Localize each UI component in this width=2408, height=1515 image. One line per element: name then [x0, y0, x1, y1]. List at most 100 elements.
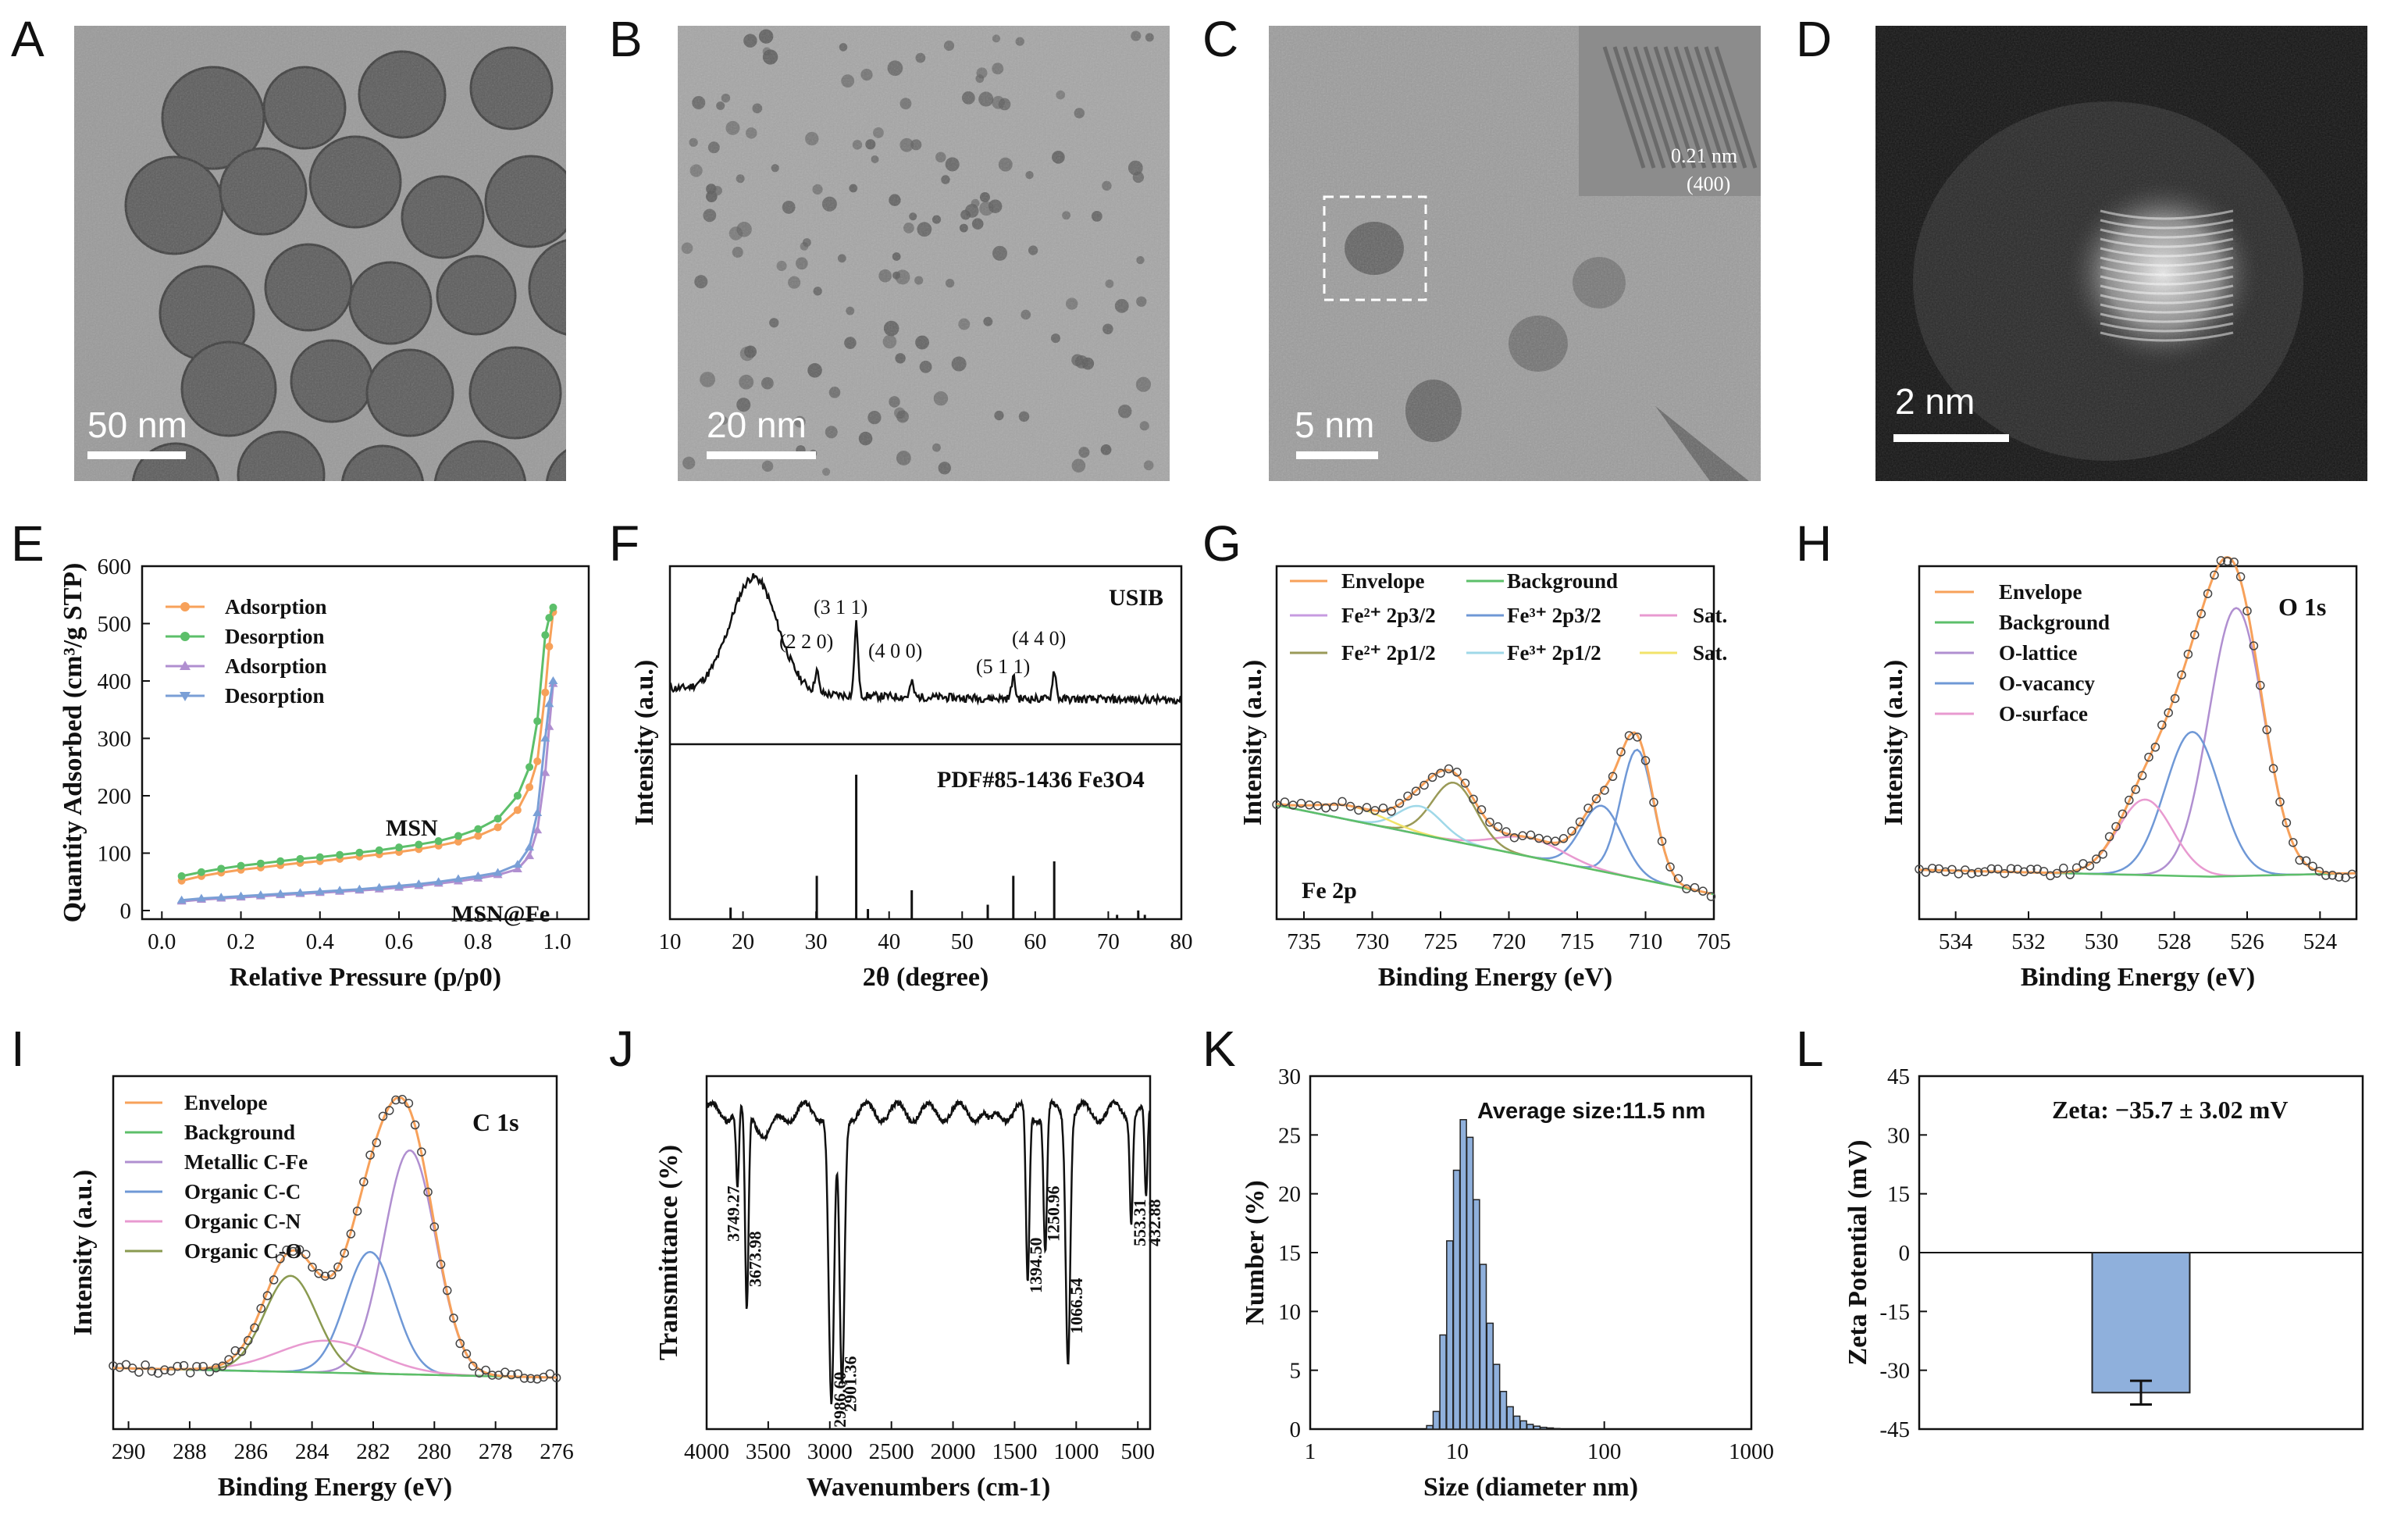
histogram-bar [1479, 1264, 1487, 1430]
data-point-e [414, 879, 424, 888]
series-line-e-0 [181, 611, 554, 882]
raw-point-g [1296, 798, 1306, 808]
data-point-e [512, 864, 522, 873]
x-tick-label-k: 1 [1305, 1439, 1316, 1464]
y-tick-label-k: 15 [1278, 1241, 1301, 1266]
y-tick-label-k: 30 [1278, 1064, 1301, 1089]
raw-point-i [211, 1363, 221, 1373]
data-point-e [541, 631, 550, 640]
legend-g-6: Fe³⁺ 2p1/2 [1507, 641, 1601, 665]
raw-point-g [1378, 803, 1388, 813]
y-tick-label-l: 0 [1899, 1241, 1911, 1266]
x-tick-label-g: 735 [1287, 929, 1321, 954]
data-point-e [513, 806, 522, 815]
legend-h-2: O-lattice [1999, 641, 2077, 665]
raw-point-h [2125, 795, 2134, 805]
xrd-sample-label: USIB [1109, 585, 1163, 611]
x-tick-label-i: 286 [234, 1439, 269, 1464]
x-tick-label-f: 40 [878, 929, 900, 954]
raw-point-g [1591, 794, 1601, 804]
x-tick-label-j: 2000 [931, 1439, 976, 1464]
y-tick-label-l: -30 [1879, 1359, 1910, 1384]
raw-point-h [1928, 864, 1937, 873]
raw-point-g [1673, 874, 1683, 883]
raw-point-g [1575, 817, 1585, 827]
raw-point-g [1567, 826, 1576, 836]
raw-point-i [533, 1374, 542, 1384]
panel-label-a: A [11, 11, 45, 67]
raw-point-i [507, 1370, 516, 1380]
x-tick-label-h: 532 [2011, 929, 2046, 954]
x-axis-title-g: Binding Energy (eV) [1378, 963, 1612, 992]
y-tick-label-k: 20 [1278, 1182, 1301, 1207]
x-tick-label-i: 280 [418, 1439, 452, 1464]
lattice-fringe [1633, 46, 1676, 169]
raw-point-h [2170, 693, 2180, 704]
panel-label-j: J [609, 1021, 634, 1077]
y-axis-title-l: Zeta Potential (mV) [1843, 1140, 1872, 1366]
x-tick-label-h: 524 [2303, 929, 2338, 954]
lattice-fringe [1643, 46, 1687, 169]
histogram-bar [1492, 1364, 1501, 1430]
data-point-e [355, 848, 364, 857]
raw-point-h [2216, 556, 2226, 565]
data-point-e [540, 733, 550, 742]
raw-point-h [2308, 861, 2317, 871]
raw-point-g [1509, 832, 1519, 843]
y-tick-label-l: -45 [1879, 1417, 1910, 1442]
raw-point-i [443, 1285, 452, 1296]
data-point-e [544, 699, 554, 708]
raw-point-i [269, 1275, 279, 1285]
raw-point-h [2131, 785, 2140, 794]
raw-point-h [1973, 868, 1983, 877]
raw-point-g [1345, 801, 1355, 811]
x-tick-label-f: 70 [1097, 929, 1120, 954]
raw-point-i [185, 1368, 195, 1378]
panel-label-i: I [11, 1021, 25, 1077]
legend-i-5: Organic C-O [184, 1239, 302, 1263]
region-i: C 1s [472, 1108, 519, 1136]
y-tick-label-l: 30 [1887, 1123, 1910, 1148]
raw-point-h [1947, 864, 1957, 875]
band-label-j: 1250.96 [1044, 1186, 1063, 1242]
histogram-bar [1540, 1426, 1548, 1430]
fit-component-g-3 [1276, 781, 1712, 895]
data-point-e [525, 763, 534, 772]
raw-point-i [436, 1260, 446, 1269]
histogram-bar [1466, 1136, 1474, 1430]
peak-440: (4 4 0) [1012, 627, 1066, 650]
y-axis-title-g: Intensity (a.u.) [1238, 660, 1267, 826]
panel-label-f: F [609, 515, 639, 572]
raw-point-h [2071, 863, 2082, 873]
raw-point-i [410, 1120, 420, 1130]
data-point-e [433, 877, 443, 886]
y-tick-label-l: 15 [1887, 1182, 1910, 1207]
x-tick-label-g: 705 [1697, 929, 1731, 954]
fit-component-i-3 [112, 1274, 557, 1379]
raw-point-i [513, 1369, 523, 1378]
x-tick-label-j: 4000 [684, 1439, 729, 1464]
data-point-e [315, 886, 325, 895]
raw-point-g [1477, 805, 1487, 815]
raw-point-h [2026, 864, 2036, 874]
raw-point-i [179, 1360, 189, 1371]
panel-labels: A B C D E F G H I J K L [11, 11, 1832, 1077]
data-point-e [255, 890, 265, 899]
legend-i-3: Organic C-C [184, 1180, 301, 1203]
raw-point-g [1387, 807, 1396, 816]
x-axis-title-f: 2θ (degree) [863, 963, 989, 992]
raw-point-g [1460, 779, 1470, 788]
legend-i: Envelope Background Metallic C-Fe Organi… [125, 1091, 519, 1263]
data-point-e [525, 851, 535, 860]
chart-k-frame [1309, 1075, 1753, 1431]
data-point-e [549, 603, 557, 611]
raw-point-g [1608, 772, 1618, 782]
x-tick-label-k: 100 [1587, 1439, 1622, 1464]
raw-point-h [2321, 871, 2331, 880]
x-tick-label-f: 50 [951, 929, 974, 954]
x-tick-label-i: 278 [479, 1439, 513, 1464]
raw-point-i [308, 1262, 317, 1272]
raw-point-i [198, 1362, 208, 1371]
data-point-e [374, 882, 384, 891]
